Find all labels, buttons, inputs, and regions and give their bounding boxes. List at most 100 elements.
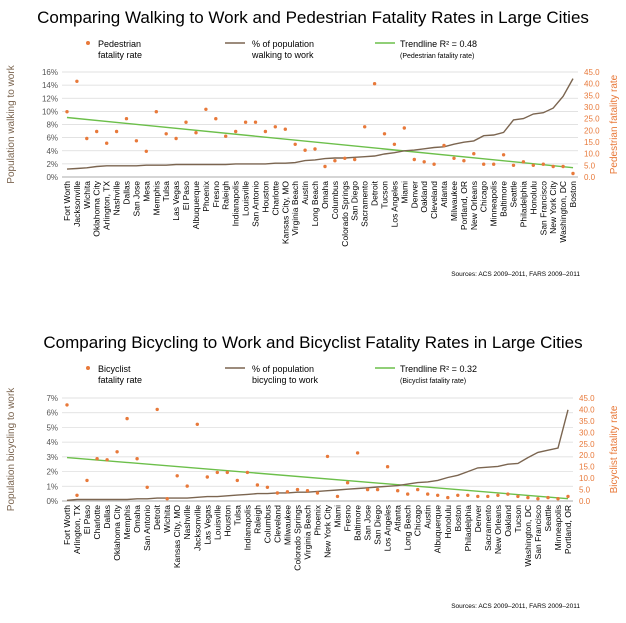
data-point-fatality-rate <box>406 492 410 496</box>
category-label: San Diego <box>350 181 360 221</box>
category-label: Long Beach <box>403 505 413 551</box>
source-note: Sources: ACS 2009–2011, FARS 2009–2011 <box>451 271 580 278</box>
data-point-fatality-rate <box>184 120 188 124</box>
category-label: San Antonio <box>251 181 261 227</box>
data-point-fatality-rate <box>462 159 466 163</box>
data-point-fatality-rate <box>115 450 119 454</box>
data-point-fatality-rate <box>456 493 460 497</box>
legend-points-label-line2: fatality rate <box>98 50 142 60</box>
category-label: New York City <box>323 504 333 558</box>
legend-trend-label-line2: (Bicyclist fatality rate) <box>400 378 466 385</box>
category-label: Jacksonville <box>192 505 202 551</box>
data-point-fatality-rate <box>436 493 440 497</box>
data-point-fatality-rate <box>105 458 109 462</box>
category-label: Baltimore <box>499 181 509 217</box>
data-point-fatality-rate <box>275 491 280 495</box>
data-point-fatality-rate <box>541 162 545 166</box>
legend-trend-label-line1: Trendline R² = 0.32 <box>400 364 477 374</box>
chart-svg: Comparing Bicycling to Work and Bicyclis… <box>6 333 620 610</box>
data-point-fatality-rate <box>323 164 327 169</box>
right-tick-label: 20.0 <box>584 126 600 135</box>
right-tick-label: 15.0 <box>584 138 600 147</box>
data-point-fatality-rate <box>263 129 268 134</box>
category-label: Charlotte <box>270 181 280 216</box>
data-point-fatality-rate <box>353 157 357 162</box>
data-point-fatality-rate <box>476 494 480 499</box>
category-label: Nashville <box>112 181 122 216</box>
data-point-fatality-rate <box>154 110 158 114</box>
category-label: Mesa <box>141 181 151 202</box>
data-point-fatality-rate <box>195 422 199 426</box>
category-label: Denver <box>409 181 419 209</box>
data-point-fatality-rate <box>516 494 520 499</box>
category-label: Kansas City, MO <box>280 181 290 245</box>
category-label: Portland, OR <box>563 505 573 554</box>
data-point-fatality-rate <box>75 79 79 84</box>
data-point-fatality-rate <box>265 485 270 489</box>
data-point-fatality-rate <box>85 136 89 141</box>
data-point-fatality-rate <box>135 457 139 461</box>
data-point-fatality-rate <box>235 478 239 483</box>
legend-line-label-line1: % of population <box>252 364 314 374</box>
category-label: Phoenix <box>201 180 211 211</box>
category-label: Phoenix <box>313 504 323 535</box>
data-point-fatality-rate <box>482 162 486 166</box>
data-point-fatality-rate <box>571 171 575 176</box>
category-label: Detroit <box>370 180 380 206</box>
walking-chart: Comparing Walking to Work and Pedestrian… <box>0 0 626 300</box>
data-point-fatality-rate <box>144 149 148 153</box>
category-label: Seattle <box>543 505 553 532</box>
category-label: Louisville <box>212 505 222 540</box>
right-tick-label: 15.0 <box>579 463 595 472</box>
left-tick-label: 4% <box>46 147 58 156</box>
data-point-fatality-rate <box>295 487 300 492</box>
data-point-fatality-rate <box>416 487 420 492</box>
category-label: Philadelphia <box>518 181 528 228</box>
data-point-fatality-rate <box>333 159 337 163</box>
right-tick-label: 35.0 <box>584 91 600 100</box>
data-point-fatality-rate <box>566 494 570 499</box>
data-point-fatality-rate <box>511 163 516 167</box>
data-point-fatality-rate <box>432 162 436 166</box>
data-point-fatality-rate <box>496 493 500 497</box>
data-point-fatality-rate <box>75 493 79 497</box>
left-tick-label: 4% <box>46 438 58 447</box>
category-label: Chicago <box>479 181 489 212</box>
category-label: Omaha <box>320 181 330 209</box>
legend-line-label-line2: bicycling to work <box>252 375 319 385</box>
data-point-fatality-rate <box>546 495 550 500</box>
bicycling-chart: Comparing Bicycling to Work and Bicyclis… <box>0 318 626 618</box>
data-point-fatality-rate <box>285 490 290 494</box>
legend-point-marker <box>86 366 90 370</box>
data-point-fatality-rate <box>551 164 555 169</box>
data-point-fatality-rate <box>396 489 400 493</box>
left-tick-label: 8% <box>46 121 58 130</box>
category-label: Arlington, TX <box>102 181 112 230</box>
category-label: Honolulu <box>528 181 538 215</box>
category-label: Washington, DC <box>523 505 533 567</box>
right-tick-label: 35.0 <box>579 417 595 426</box>
source-note: Sources: ACS 2009–2011, FARS 2009–2011 <box>451 603 580 610</box>
category-label: Sacramento <box>483 505 493 551</box>
category-label: Louisville <box>241 181 251 216</box>
trendline <box>66 116 574 169</box>
data-point-fatality-rate <box>442 143 446 148</box>
category-label: New Orleans <box>493 505 503 554</box>
data-point-fatality-rate <box>561 164 565 169</box>
legend-points-label-line1: Pedestrian <box>98 39 141 49</box>
right-tick-label: 25.0 <box>579 440 595 449</box>
legend-line-label-line1: % of population <box>252 39 314 49</box>
data-point-fatality-rate <box>363 125 367 129</box>
category-label: New Orleans <box>469 181 479 230</box>
data-point-fatality-rate <box>303 148 307 152</box>
category-label: Houston <box>222 505 232 537</box>
legend-point-marker <box>86 41 90 45</box>
data-point-fatality-rate <box>446 495 450 500</box>
data-point-fatality-rate <box>245 470 250 475</box>
data-point-fatality-rate <box>205 475 209 479</box>
category-label: Miami <box>333 505 343 528</box>
category-label: Seattle <box>509 181 519 208</box>
category-label: Las Vegas <box>202 505 212 545</box>
category-label: Tucson <box>380 181 390 209</box>
category-label: Chicago <box>413 505 423 536</box>
